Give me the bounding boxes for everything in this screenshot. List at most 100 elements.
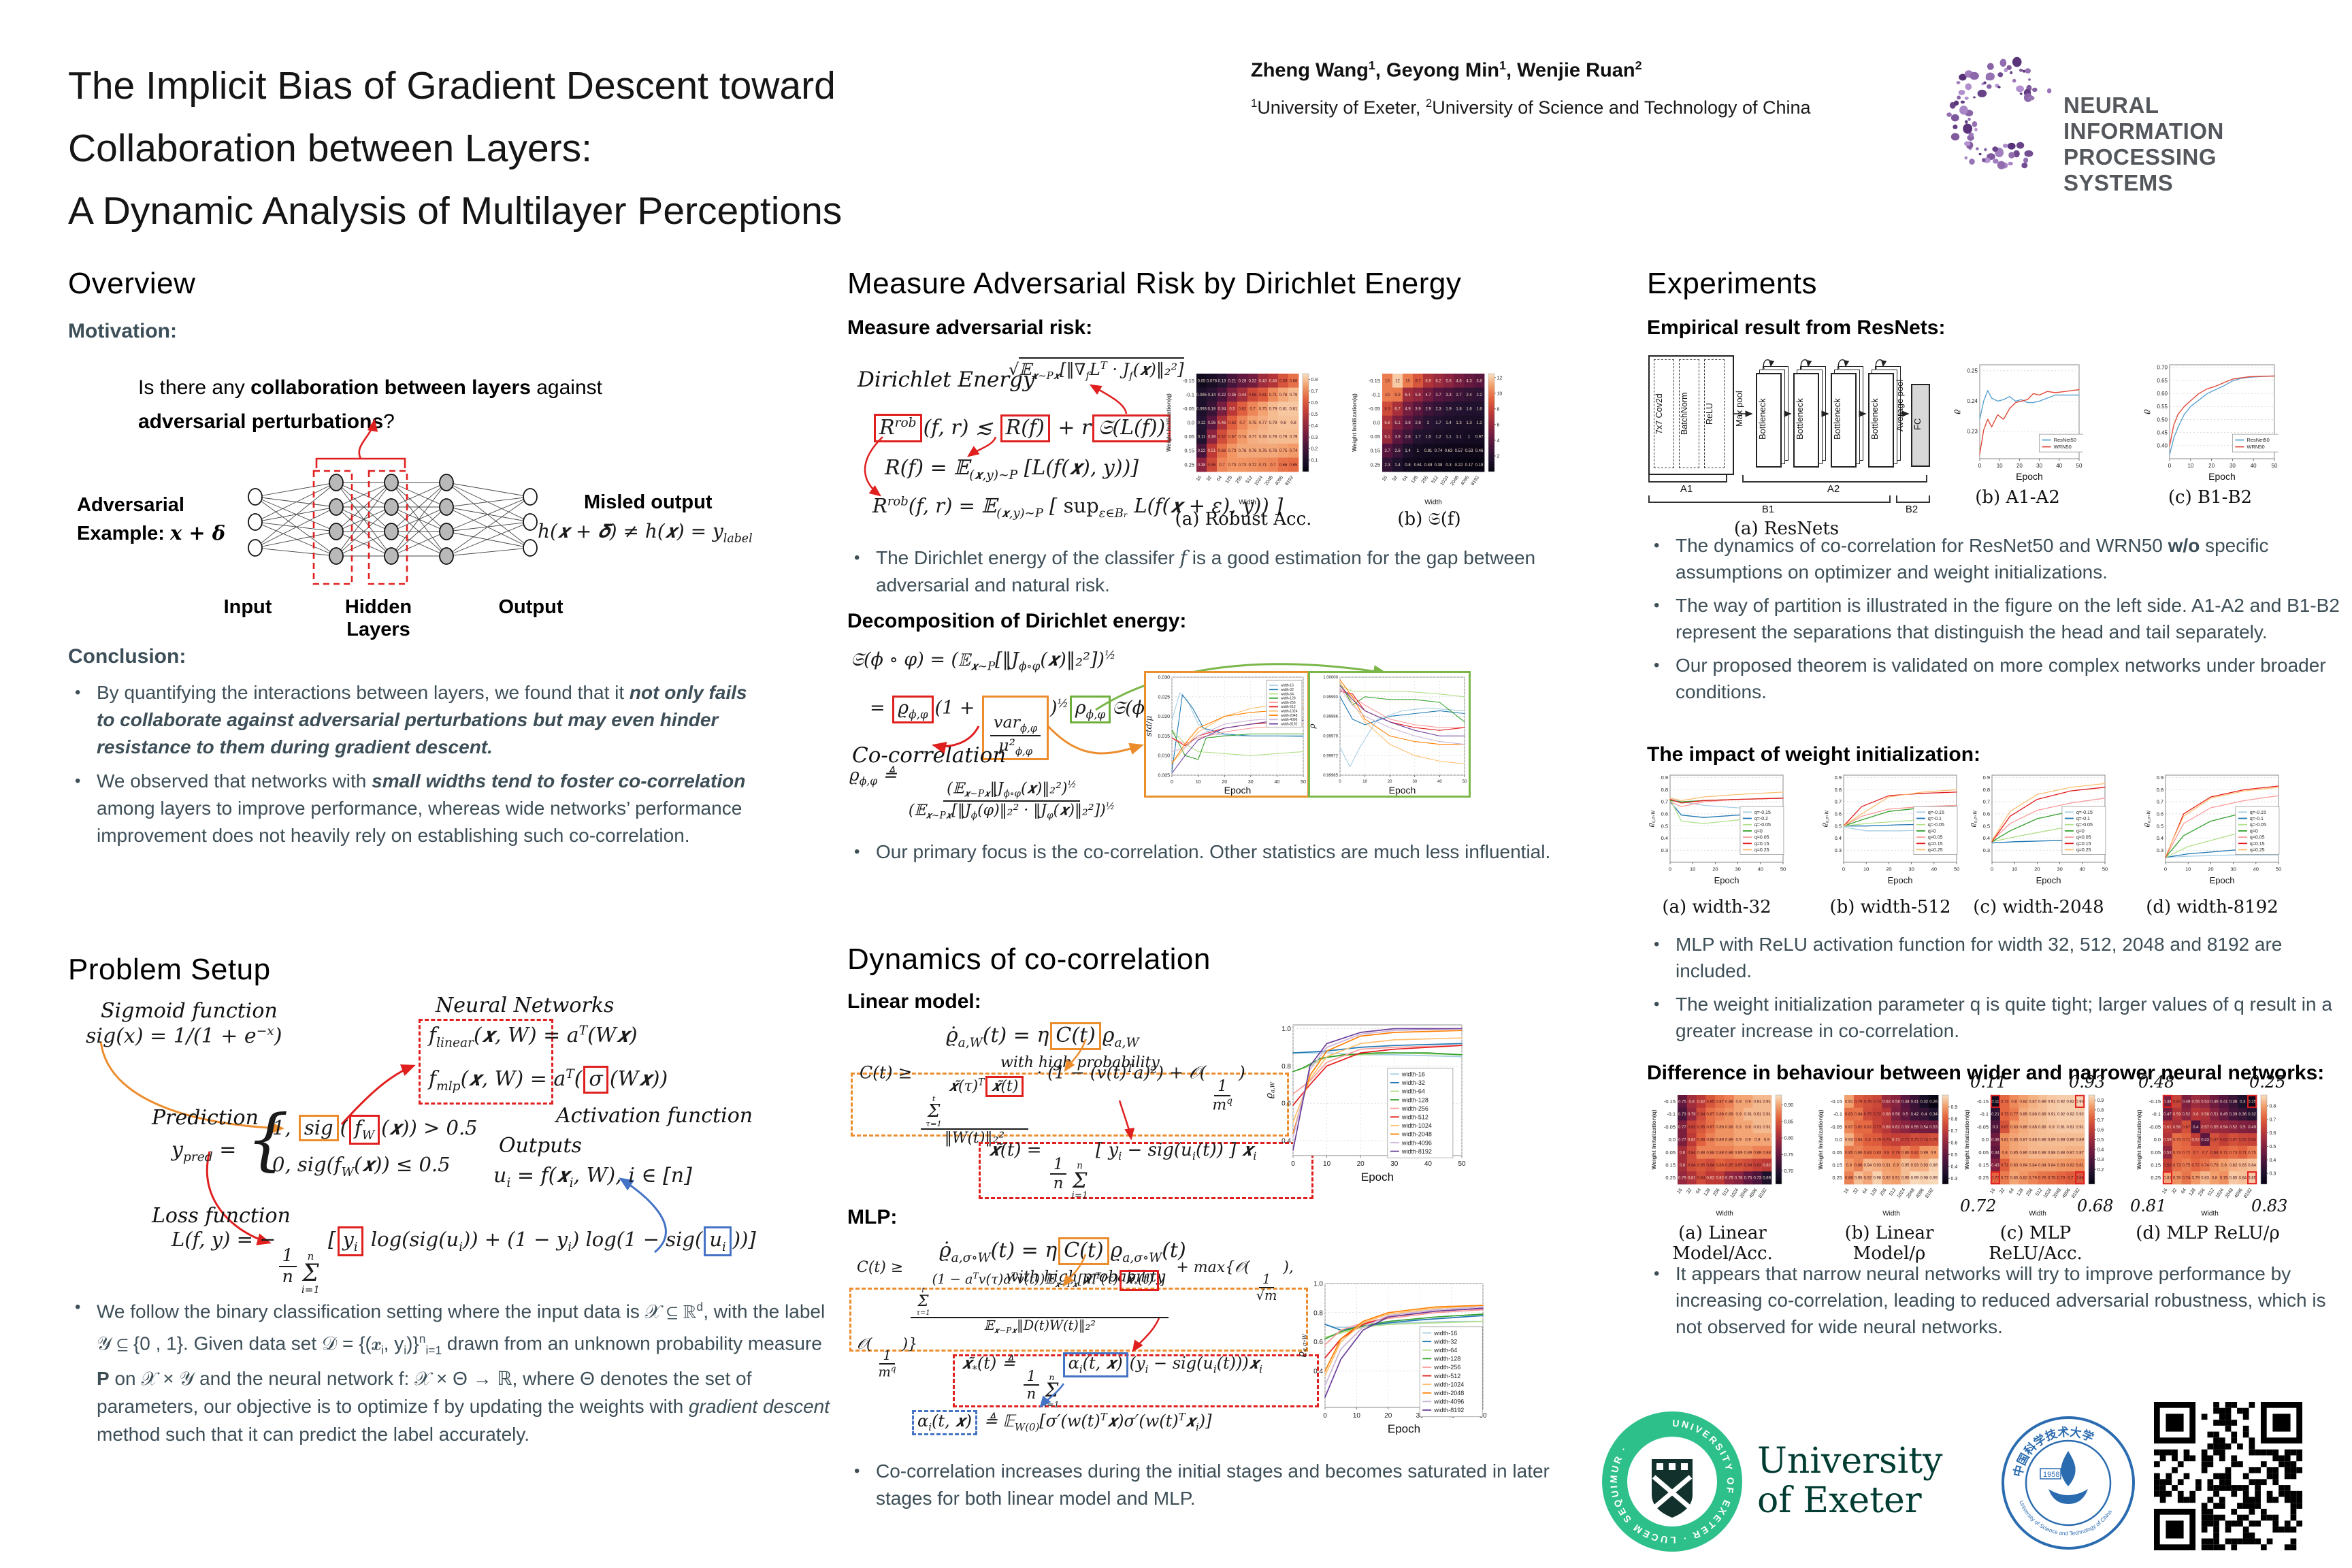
svg-text:0.9: 0.9 [1736, 1139, 1742, 1143]
svg-text:50: 50 [1780, 866, 1786, 872]
svg-text:16: 16 [2161, 1188, 2168, 1194]
svg-text:0.18: 0.18 [1208, 408, 1216, 412]
svg-text:0.86: 0.86 [1697, 1139, 1705, 1143]
svg-text:0.73: 0.73 [2057, 1177, 2065, 1181]
svg-text:0.015: 0.015 [1158, 734, 1170, 739]
svg-text:0.80: 0.80 [1784, 1137, 1794, 1141]
corner-d-tl: 0.48 [2138, 1073, 2175, 1092]
svg-text:256: 256 [1712, 1188, 1720, 1197]
svg-text:3.3: 3.3 [1446, 393, 1452, 397]
svg-text:0.48: 0.48 [1901, 1100, 1910, 1104]
svg-text:0.84: 0.84 [1706, 1164, 1714, 1168]
svg-text:0.99993: 0.99993 [1323, 696, 1338, 700]
svg-text:0.75: 0.75 [2248, 1151, 2256, 1155]
svg-text:0.5: 0.5 [2240, 1126, 2246, 1130]
svg-text:0.7: 0.7 [1983, 799, 1990, 805]
svg-text:0.5: 0.5 [1983, 823, 1990, 829]
svg-text:0.92: 0.92 [2066, 1113, 2074, 1117]
svg-text:0.7: 0.7 [1270, 463, 1276, 468]
svg-text:ResNet50: ResNet50 [2247, 437, 2269, 443]
svg-text:0.77: 0.77 [1678, 1126, 1686, 1130]
svg-text:50: 50 [1479, 1412, 1487, 1420]
svg-text:0.36: 0.36 [2238, 1113, 2247, 1117]
svg-text:0.51: 0.51 [2210, 1113, 2219, 1117]
svg-text:2048: 2048 [1906, 1188, 1916, 1199]
svg-text:2: 2 [1497, 455, 1500, 459]
svg-text:0.15: 0.15 [1665, 1162, 1676, 1169]
svg-text:0.72: 0.72 [1873, 1113, 1881, 1117]
svg-text:0.67: 0.67 [1228, 436, 1237, 440]
caption-mlp-rho: (d) MLP ReLU/ρ [2136, 1223, 2280, 1243]
svg-text:0.14: 0.14 [1208, 393, 1216, 397]
svg-text:0.71: 0.71 [1892, 1139, 1900, 1143]
svg-text:30: 30 [1248, 780, 1254, 785]
svg-text:0.89: 0.89 [2038, 1100, 2046, 1104]
svg-text:0.83: 0.83 [2201, 1177, 2209, 1181]
svg-text:Weight Initalization(q): Weight Initalization(q) [1650, 1109, 1657, 1169]
mlp-acc-heatmap: 0.11 0.73 0.8 0.84 0.87 0.89 0.91 0.92 0.92 0.93-… [1963, 1092, 2108, 1218]
svg-text:0.9: 0.9 [2049, 1126, 2055, 1130]
svg-text:2: 2 [1427, 421, 1430, 425]
svg-text:0.88: 0.88 [1706, 1151, 1714, 1155]
svg-text:128: 128 [1411, 475, 1419, 485]
svg-text:0.39: 0.39 [2230, 1113, 2238, 1117]
svg-text:0.58: 0.58 [1892, 1100, 1900, 1104]
resnet-bullet-1: The dynamics of co-correlation for ResNe… [1647, 532, 2341, 585]
svg-text:0.8: 0.8 [2011, 1100, 2017, 1104]
svg-text:0.7: 0.7 [2157, 799, 2163, 805]
difference-bullet: It appears that narrow neural networks w… [1647, 1260, 2341, 1340]
svg-text:6: 6 [1497, 423, 1500, 427]
svg-text:32: 32 [2171, 1188, 2178, 1194]
svg-text:0.89: 0.89 [1725, 1126, 1733, 1130]
svg-text:0.89: 0.89 [2038, 1113, 2046, 1117]
dyn-bullet: Co-correlation increases during the init… [847, 1458, 1569, 1512]
svg-text:q=-0.15: q=-0.15 [1754, 811, 1771, 815]
svg-text:2048: 2048 [2052, 1188, 2062, 1199]
svg-text:0.73: 0.73 [1882, 1139, 1891, 1143]
svg-text:10: 10 [1497, 391, 1503, 396]
svg-text:1.8: 1.8 [1456, 408, 1462, 412]
svg-text:0.95: 0.95 [1901, 1177, 1910, 1181]
svg-text:width-512: width-512 [1401, 1113, 1428, 1120]
svg-text:ρ: ρ [1310, 723, 1317, 729]
svg-text:0.84: 0.84 [1688, 1164, 1696, 1168]
svg-text:0.87: 0.87 [1716, 1100, 1724, 1104]
svg-text:0.05: 0.05 [1832, 1149, 1842, 1156]
svg-text:0.99: 0.99 [1911, 1177, 1919, 1181]
svg-text:256: 256 [2198, 1188, 2206, 1197]
svg-text:q=0.15: q=0.15 [2076, 842, 2091, 847]
svg-text:0.6: 0.6 [1281, 1100, 1291, 1108]
svg-text:40: 40 [2056, 463, 2062, 469]
svg-text:0.32: 0.32 [1920, 1100, 1928, 1104]
svg-text:0.4: 0.4 [2270, 1158, 2276, 1163]
svg-text:0.59: 0.59 [1901, 1126, 1910, 1130]
svg-text:0.5: 0.5 [2157, 823, 2163, 829]
svg-text:8.7: 8.7 [1415, 379, 1421, 383]
svg-text:0.62: 0.62 [2191, 1139, 2200, 1143]
svg-text:0.8: 0.8 [1290, 421, 1296, 425]
svg-text:-0.15: -0.15 [2149, 1098, 2161, 1105]
svg-text:0.25: 0.25 [1184, 461, 1194, 468]
svg-text:64: 64 [1402, 475, 1409, 482]
svg-text:0.79: 0.79 [1725, 1177, 1733, 1181]
svg-text:0.5: 0.5 [1903, 1113, 1909, 1117]
svg-text:-0.1: -0.1 [1186, 391, 1194, 397]
svg-text:0.92: 0.92 [2076, 1113, 2084, 1117]
svg-text:40: 40 [1424, 1160, 1433, 1168]
svg-text:0.78: 0.78 [2210, 1164, 2219, 1168]
svg-text:10: 10 [2185, 866, 2191, 872]
svg-text:0.52: 0.52 [2230, 1126, 2238, 1130]
svg-text:q=-0.1: q=-0.1 [2076, 817, 2090, 821]
svg-text:width-1024: width-1024 [1433, 1381, 1464, 1388]
svg-text:0.56: 0.56 [1208, 463, 1216, 468]
svg-text:0.9: 0.9 [1745, 1100, 1751, 1104]
svg-text:0.8: 0.8 [1313, 1309, 1323, 1317]
svg-text:0.22: 0.22 [1455, 463, 1463, 468]
svg-text:0.75: 0.75 [1279, 449, 1288, 453]
svg-text:width-16: width-16 [1433, 1330, 1457, 1337]
svg-text:2.9: 2.9 [1425, 408, 1431, 412]
problem-setup-heading: Problem Setup [68, 953, 271, 986]
